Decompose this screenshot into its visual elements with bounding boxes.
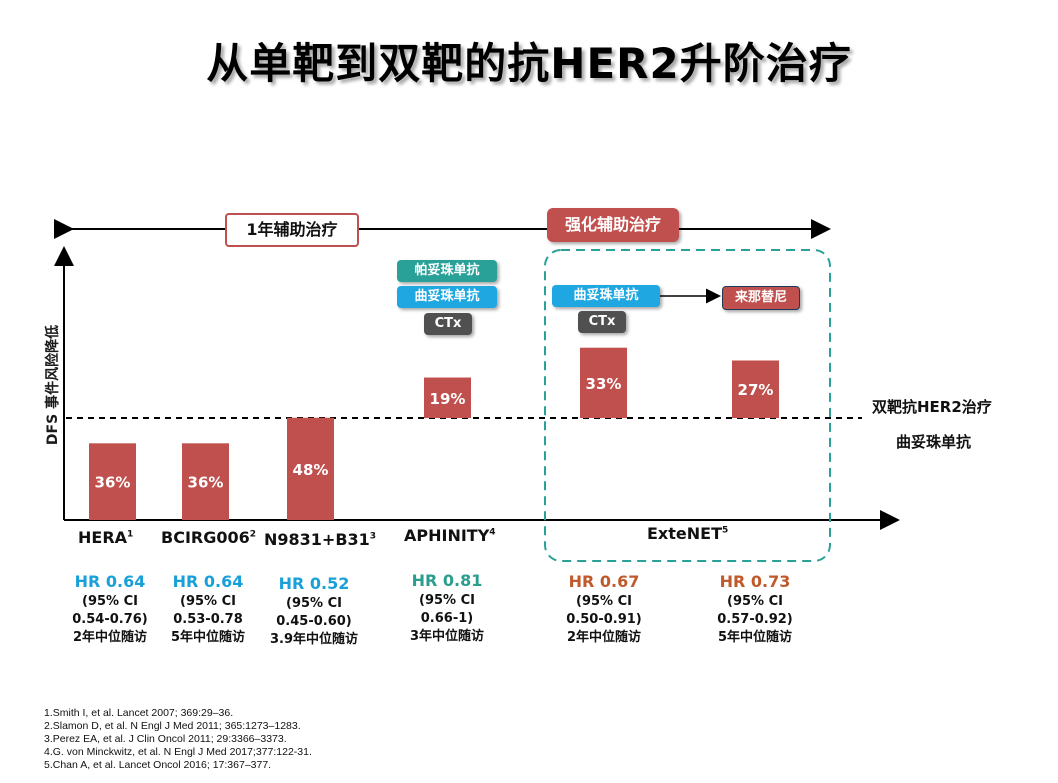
reference-2: 2.Slamon D, et al. N Engl J Med 2011; 36… xyxy=(44,720,301,732)
stat-aphinity: HR 0.81 (95% CI 0.66-1) 3年中位随访 xyxy=(409,571,485,644)
bar-label-5: 33% xyxy=(586,375,622,393)
extenet-dashed-box xyxy=(544,249,831,562)
neratinib-box: 来那替尼 xyxy=(722,286,800,310)
references: 1.Smith I, et al. Lancet 2007; 369:29–36… xyxy=(44,707,312,772)
bar-label-2: 36% xyxy=(188,474,224,492)
bar-label-1: 36% xyxy=(95,474,131,492)
bar-1 xyxy=(89,443,136,520)
stat-hera: HR 0.64 (95% CI 0.54-0.76) 2年中位随访 xyxy=(72,572,148,645)
stat-n9831-b31: HR 0.52 (95% CI 0.45-0.60) 3.9年中位随访 xyxy=(269,574,359,647)
ctx-box-aphinity: CTx xyxy=(424,313,472,335)
reference-5: 5.Chan A, et al. Lancet Oncol 2016; 17:3… xyxy=(44,759,272,771)
reference-1: 1.Smith I, et al. Lancet 2007; 369:29–36… xyxy=(44,707,234,719)
stat-bcirg006: HR 0.64 (95% CI 0.53-0.78 5年中位随访 xyxy=(170,572,246,645)
dual-target-label: 双靶抗HER2治疗 xyxy=(872,398,992,416)
pertuzumab-box: 帕妥珠单抗 xyxy=(397,260,497,282)
trial-aphinity: APHINITY4 xyxy=(404,526,496,545)
bar-label-6: 27% xyxy=(738,381,774,399)
bar-6 xyxy=(732,360,779,418)
bar-4 xyxy=(424,377,471,418)
reference-4: 4.G. von Minckwitz, et al. N Engl J Med … xyxy=(44,746,312,758)
bar-label-3: 48% xyxy=(293,461,329,479)
trastuzumab-box-aphinity: 曲妥珠单抗 xyxy=(397,286,497,308)
trial-hera: HERA1 xyxy=(78,528,134,547)
bar-2 xyxy=(182,443,229,520)
ctx-box-extenet: CTx xyxy=(578,311,626,333)
single-target-label: 曲妥珠单抗 xyxy=(896,433,972,451)
trial-bcirg006: BCIRG0062 xyxy=(161,528,257,547)
phase-intensified-label: 强化辅助治疗 xyxy=(547,208,679,242)
trial-extenet: ExteNET5 xyxy=(647,524,729,543)
stat-extenet-5yr: HR 0.73 (95% CI 0.57-0.92) 5年中位随访 xyxy=(717,572,793,645)
bar-label-4: 19% xyxy=(430,390,466,408)
stat-extenet-2yr: HR 0.67 (95% CI 0.50-0.91) 2年中位随访 xyxy=(566,572,642,645)
phase-1yr-label: 1年辅助治疗 xyxy=(225,213,359,247)
bar-5 xyxy=(580,347,627,418)
slide-title: 从单靶到双靶的抗HER2升阶治疗 xyxy=(206,39,852,88)
reference-3: 3.Perez EA, et al. J Clin Oncol 2011; 29… xyxy=(44,733,287,745)
bar-3 xyxy=(287,417,334,520)
trial-n9831-b31: N9831+B313 xyxy=(264,530,377,549)
y-axis-label: DFS 事件风险降低 xyxy=(45,324,61,446)
trastuzumab-box-extenet: 曲妥珠单抗 xyxy=(552,285,660,307)
